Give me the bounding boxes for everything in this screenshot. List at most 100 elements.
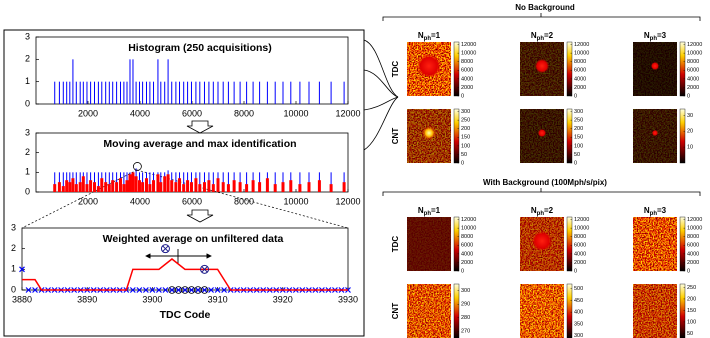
bar <box>159 182 162 192</box>
image-noise <box>520 284 564 338</box>
bar <box>217 178 220 192</box>
bar <box>109 82 110 104</box>
x-tick-label: 3910 <box>208 294 228 304</box>
colorbar-label: 2000 <box>461 85 473 91</box>
bar <box>213 82 214 104</box>
row-label: CNT <box>391 128 400 145</box>
colorbar <box>680 284 685 338</box>
bar <box>145 178 148 192</box>
bar <box>194 178 197 192</box>
column-header: Nph=1 <box>418 31 441 41</box>
colorbar-label: 4000 <box>687 251 699 257</box>
y-tick-label: 1 <box>25 76 30 86</box>
bar <box>139 82 140 104</box>
rest: =1 <box>431 206 441 215</box>
bar <box>132 59 133 104</box>
colorbar-label: 250 <box>687 285 696 291</box>
colorbar-label: 0 <box>687 268 690 274</box>
image-spot <box>422 126 436 140</box>
x-tick-label: 4000 <box>130 196 150 206</box>
y-tick-label: 0 <box>11 284 16 294</box>
row-label: CNT <box>391 303 400 320</box>
image-noise <box>407 284 451 338</box>
x-tick-label: 4000 <box>130 108 150 118</box>
colorbar-label: 4000 <box>687 76 699 82</box>
image-noise <box>407 217 451 271</box>
colorbar <box>680 217 685 271</box>
colorbar-label: 10000 <box>461 226 476 232</box>
colorbar-label: 10000 <box>687 226 702 232</box>
bar <box>156 174 159 192</box>
colorbar-label: 50 <box>574 152 580 158</box>
bar <box>101 82 102 104</box>
bar <box>259 82 260 104</box>
colorbar-label: 300 <box>574 333 583 338</box>
column-header: Nph=2 <box>531 31 554 41</box>
bar <box>228 82 229 104</box>
section-title: No Background <box>515 3 575 12</box>
chart-title: Moving average and max identification <box>103 138 296 150</box>
y-tick-label: 1 <box>11 264 16 274</box>
bar <box>62 186 65 192</box>
bar <box>71 178 74 192</box>
y-tick-label: 2 <box>25 54 30 64</box>
colorbar-label: 200 <box>461 126 470 132</box>
bar <box>331 82 332 104</box>
bar <box>83 82 84 104</box>
x-tick-label: 3920 <box>273 294 293 304</box>
colorbar-label: 6000 <box>574 68 586 74</box>
bar <box>79 182 82 192</box>
bar <box>68 182 71 192</box>
section-bracket <box>383 188 700 196</box>
x-tick-label: 6000 <box>182 108 202 118</box>
colorbar-label: 10000 <box>574 226 589 232</box>
bar <box>274 184 277 192</box>
bar <box>100 178 103 192</box>
bar <box>308 182 311 192</box>
bar <box>131 172 134 192</box>
image-spot <box>651 62 659 70</box>
colorbar-label: 6000 <box>461 243 473 249</box>
bar <box>75 184 78 192</box>
bar <box>175 82 176 104</box>
bar <box>163 176 166 192</box>
bar <box>98 82 99 104</box>
bar <box>148 184 151 192</box>
bar <box>59 82 60 104</box>
colorbar-label: 270 <box>461 329 470 335</box>
bar <box>93 182 96 192</box>
colorbar-label: 12000 <box>687 42 702 48</box>
bar <box>187 82 188 104</box>
bar <box>108 184 111 192</box>
colorbar-label: 0 <box>461 160 464 166</box>
bar <box>275 82 276 104</box>
bar <box>119 178 122 192</box>
y-tick-label: 3 <box>11 222 16 232</box>
colorbar-label: 2000 <box>574 260 586 266</box>
x-tick-label: 3890 <box>77 294 97 304</box>
colorbar-label: 30 <box>687 113 693 119</box>
bar <box>212 184 215 192</box>
colorbar <box>567 284 572 338</box>
bar <box>120 82 121 104</box>
colorbar-label: 250 <box>574 118 583 124</box>
bar <box>222 182 225 192</box>
colorbar-label: 300 <box>574 109 583 115</box>
y-tick-label: 0 <box>25 98 30 108</box>
colorbar-label: 12000 <box>687 217 702 223</box>
bar <box>72 59 73 104</box>
bar <box>149 82 150 104</box>
bar <box>282 182 285 192</box>
bar <box>136 82 137 104</box>
bar <box>239 182 242 192</box>
colorbar <box>680 109 685 163</box>
rest: =3 <box>657 206 667 215</box>
colorbar-label: 400 <box>574 310 583 316</box>
image-spot <box>532 231 552 251</box>
bar <box>246 82 247 104</box>
bar <box>318 180 321 192</box>
bar <box>183 82 184 104</box>
x-axis-label: TDC Code <box>160 309 211 321</box>
page: {"left": {"charts": [ {"type": "bar", "t… <box>0 0 710 338</box>
y-tick-label: 3 <box>25 127 30 137</box>
